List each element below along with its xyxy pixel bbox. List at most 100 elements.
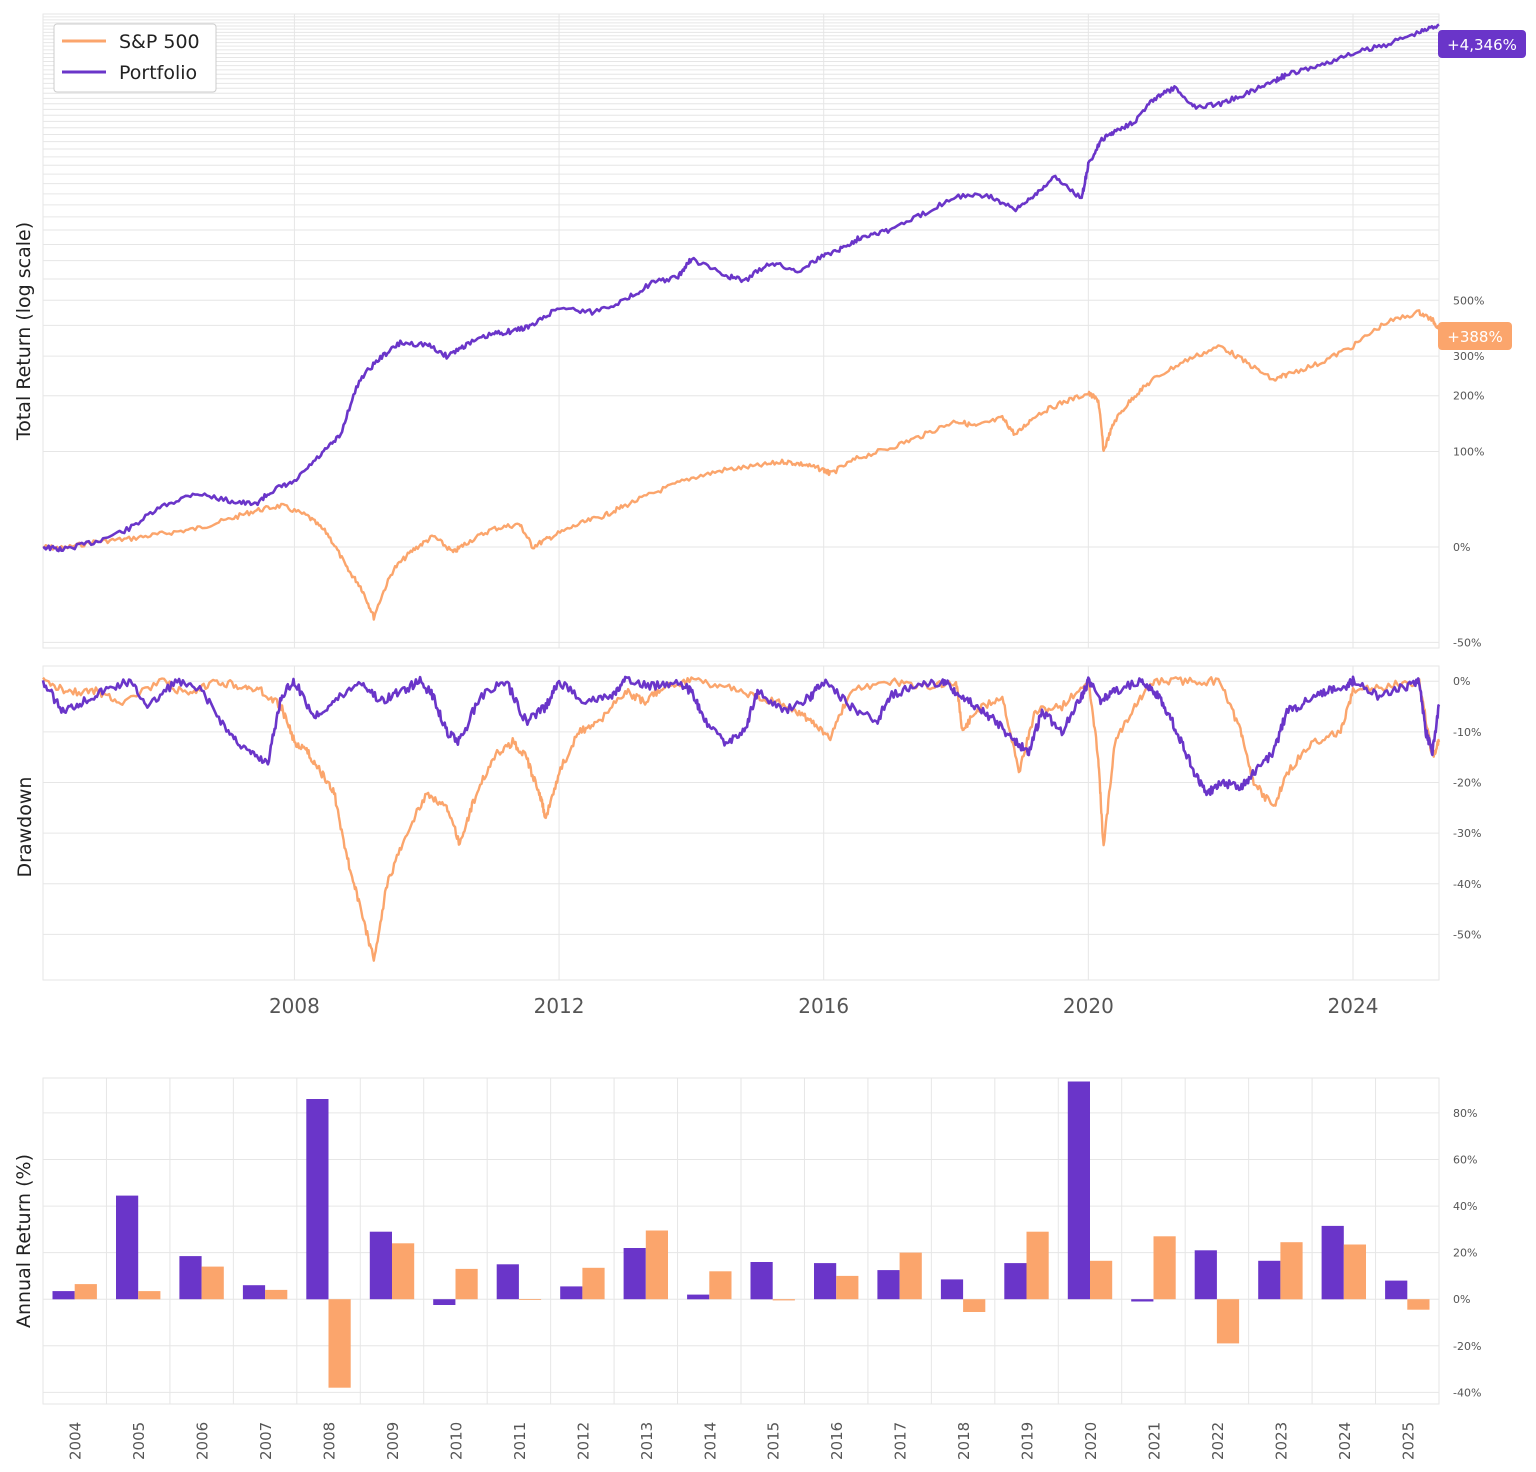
sp500-total-return-line [42,309,1440,621]
drawdown-y-tick-label: -30% [1453,827,1481,840]
drawdown-panel: 0%-10%-20%-30%-40%-50% 2008 2012 2016 2020 2… [14,665,1481,1018]
year-x-ticks: 2004 2005 2006 2007 2008 2009 2010 2011 2012 2013… [67,1422,1418,1460]
portfolio-annual-bar [814,1263,837,1300]
sp500-annual-bar [1026,1231,1049,1300]
sp500-annual-bar [582,1267,605,1300]
drawdown-y-tick-label: 0% [1453,675,1470,688]
year-x-tick-label: 2016 [828,1422,846,1460]
drawdown-gridlines [43,666,1439,980]
year-x-tick-label: 2013 [638,1422,656,1460]
date-x-tick-label: 2016 [798,994,849,1018]
total-return-axis-label: Total Return (log scale) [13,222,35,441]
sp500-annual-bar [74,1284,97,1300]
portfolio-annual-bar [433,1299,456,1305]
portfolio-end-badge [1438,30,1526,58]
portfolio-annual-bar [306,1099,329,1300]
annual-return-y-ticks: 80% 60% 40% 20% 0% -20% -40% [1453,1107,1481,1399]
total-return-y-tick-label: 500% [1453,294,1484,307]
legend-portfolio-label: Portfolio [119,62,197,84]
year-x-tick-label: 2017 [892,1422,910,1460]
year-x-tick-label: 2025 [1399,1422,1417,1460]
portfolio-annual-bar [750,1262,773,1300]
drawdown-lines [41,675,1441,962]
total-return-panel: 500% 300% 200% 100% 0% -50% +4,346% +388% Tot… [13,13,1526,649]
year-x-tick-label: 2021 [1146,1422,1164,1460]
year-x-tick-label: 2008 [321,1422,339,1460]
annual-return-y-tick-label: 80% [1453,1107,1477,1120]
sp500-annual-bar [518,1299,542,1300]
sp500-end-label: +388% [1438,322,1512,350]
sp500-annual-bar [1090,1260,1113,1300]
year-x-tick-label: 2014 [701,1422,719,1460]
year-x-tick-label: 2022 [1209,1422,1227,1460]
sp500-annual-bar [265,1289,288,1300]
year-x-tick-label: 2010 [448,1422,466,1460]
sp500-annual-bar [1343,1244,1366,1300]
sp500-annual-bar [1407,1299,1430,1310]
portfolio-end-value: +4,346% [1447,36,1517,54]
sp500-annual-bar [201,1266,224,1300]
portfolio-annual-bar [116,1195,139,1300]
sp500-annual-bar [709,1271,732,1300]
total-return-lines [42,23,1440,621]
portfolio-annual-bar [940,1279,964,1300]
annual-return-y-tick-label: 0% [1453,1293,1470,1306]
date-x-tick-label: 2024 [1328,994,1379,1018]
year-x-tick-label: 2007 [257,1422,275,1460]
portfolio-annual-bar [1385,1280,1408,1300]
year-x-tick-label: 2009 [384,1422,402,1460]
portfolio-annual-bar [242,1285,266,1300]
year-x-tick-label: 2024 [1336,1422,1354,1460]
drawdown-frame [42,665,1440,981]
portfolio-annual-bar [560,1286,583,1300]
drawdown-y-tick-label: -10% [1453,726,1481,739]
portfolio-annual-bar [1258,1260,1281,1300]
year-x-tick-label: 2018 [955,1422,973,1460]
annual-return-y-tick-label: -20% [1453,1340,1481,1353]
portfolio-annual-bar [877,1270,900,1300]
portfolio-annual-bar [369,1231,392,1300]
portfolio-annual-bar [1004,1263,1027,1300]
sp500-annual-bar [455,1268,478,1300]
year-x-tick-label: 2023 [1272,1422,1290,1460]
sp500-annual-bar [645,1230,668,1300]
sp500-annual-bar [1280,1242,1303,1300]
drawdown-axis-label: Drawdown [14,777,36,878]
sp500-annual-bar [1216,1299,1240,1344]
sp500-annual-bar [963,1299,986,1312]
legend-sp500-label: S&P 500 [119,31,200,53]
year-x-tick-label: 2005 [130,1422,148,1460]
drawdown-y-tick-label: -50% [1453,928,1481,941]
annual-return-gridlines [42,1078,1440,1404]
annual-return-y-tick-label: -40% [1453,1386,1481,1399]
date-x-tick-label: 2012 [534,994,585,1018]
portfolio-annual-bar [179,1256,202,1300]
total-return-y-tick-label: 300% [1453,350,1484,363]
annual-return-y-tick-label: 20% [1453,1247,1477,1260]
portfolio-annual-bar [1131,1299,1154,1302]
sp500-annual-bar [1153,1236,1176,1300]
sp500-annual-bar [899,1252,922,1300]
sp500-annual-bar [328,1299,351,1388]
drawdown-y-tick-label: -20% [1453,776,1481,789]
sp500-end-badge [1438,322,1512,350]
portfolio-annual-bar [687,1294,710,1300]
sp500-annual-bar [392,1243,415,1300]
date-x-tick-label: 2008 [269,994,320,1018]
sp500-annual-bar [836,1275,859,1300]
year-x-tick-label: 2004 [67,1422,85,1460]
portfolio-annual-bar [623,1248,646,1300]
portfolio-annual-bar [496,1264,519,1300]
portfolio-total-return-line [42,23,1440,553]
total-return-gridlines [43,14,1439,648]
drawdown-y-tick-label: -40% [1453,878,1481,891]
sp500-annual-bar [138,1291,161,1300]
sp500-end-value: +388% [1447,328,1502,346]
annual-return-axis-label: Annual Return (%) [13,1154,35,1328]
portfolio-annual-bar [52,1291,75,1300]
total-return-y-tick-label: 0% [1453,541,1470,554]
annual-return-panel: 80%60%40%20%0%-20%-40% 2004 2005 2006 2007 2… [13,1077,1481,1460]
total-return-y-tick-label: 200% [1453,390,1484,403]
portfolio-end-label: +4,346% [1438,30,1526,58]
